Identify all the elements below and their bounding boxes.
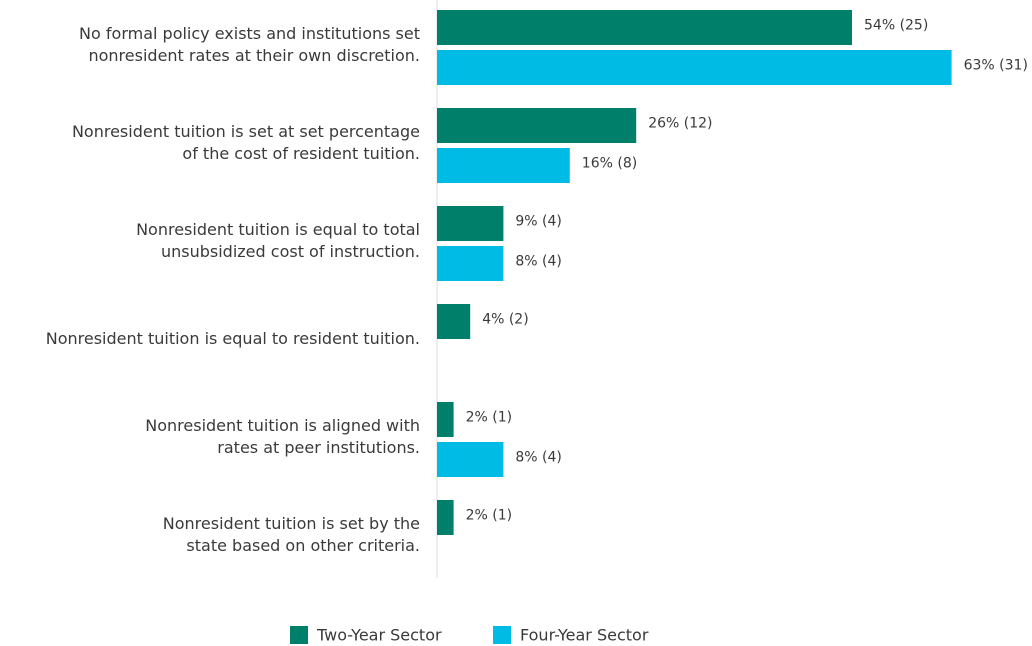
value-label: 4% (2) xyxy=(482,312,529,328)
bar xyxy=(437,246,504,281)
category-label: Nonresident tuition is aligned with rates… xyxy=(145,416,420,457)
value-label: 2% (1) xyxy=(466,508,512,524)
value-label: 16% (8) xyxy=(582,156,637,172)
bar xyxy=(437,206,504,241)
bar xyxy=(437,50,952,85)
value-label: 63% (31) xyxy=(964,58,1028,74)
value-label: 26% (12) xyxy=(648,116,712,132)
legend-swatch xyxy=(290,626,308,644)
category-label: Nonresident tuition is set by the state b… xyxy=(163,514,420,555)
value-label: 8% (4) xyxy=(515,450,562,466)
value-label: 9% (4) xyxy=(515,214,562,230)
bar xyxy=(437,442,504,477)
value-label: 8% (4) xyxy=(515,254,562,270)
bar xyxy=(437,148,570,183)
legend-swatch xyxy=(493,626,511,644)
bar xyxy=(437,402,454,437)
category-label: Nonresident tuition is set at set percen… xyxy=(72,122,420,163)
bar xyxy=(437,304,471,339)
category-label: Nonresident tuition is equal to resident… xyxy=(46,329,420,348)
category-label: No formal policy exists and institutions… xyxy=(79,24,420,65)
bar xyxy=(437,10,852,45)
value-label: 54% (25) xyxy=(864,18,928,34)
legend-label: Four-Year Sector xyxy=(520,626,649,645)
category-label: Nonresident tuition is equal to total uns… xyxy=(136,220,420,261)
bar xyxy=(437,500,454,535)
bar xyxy=(437,108,637,143)
legend-label: Two-Year Sector xyxy=(316,626,442,645)
value-label: 2% (1) xyxy=(466,410,512,426)
